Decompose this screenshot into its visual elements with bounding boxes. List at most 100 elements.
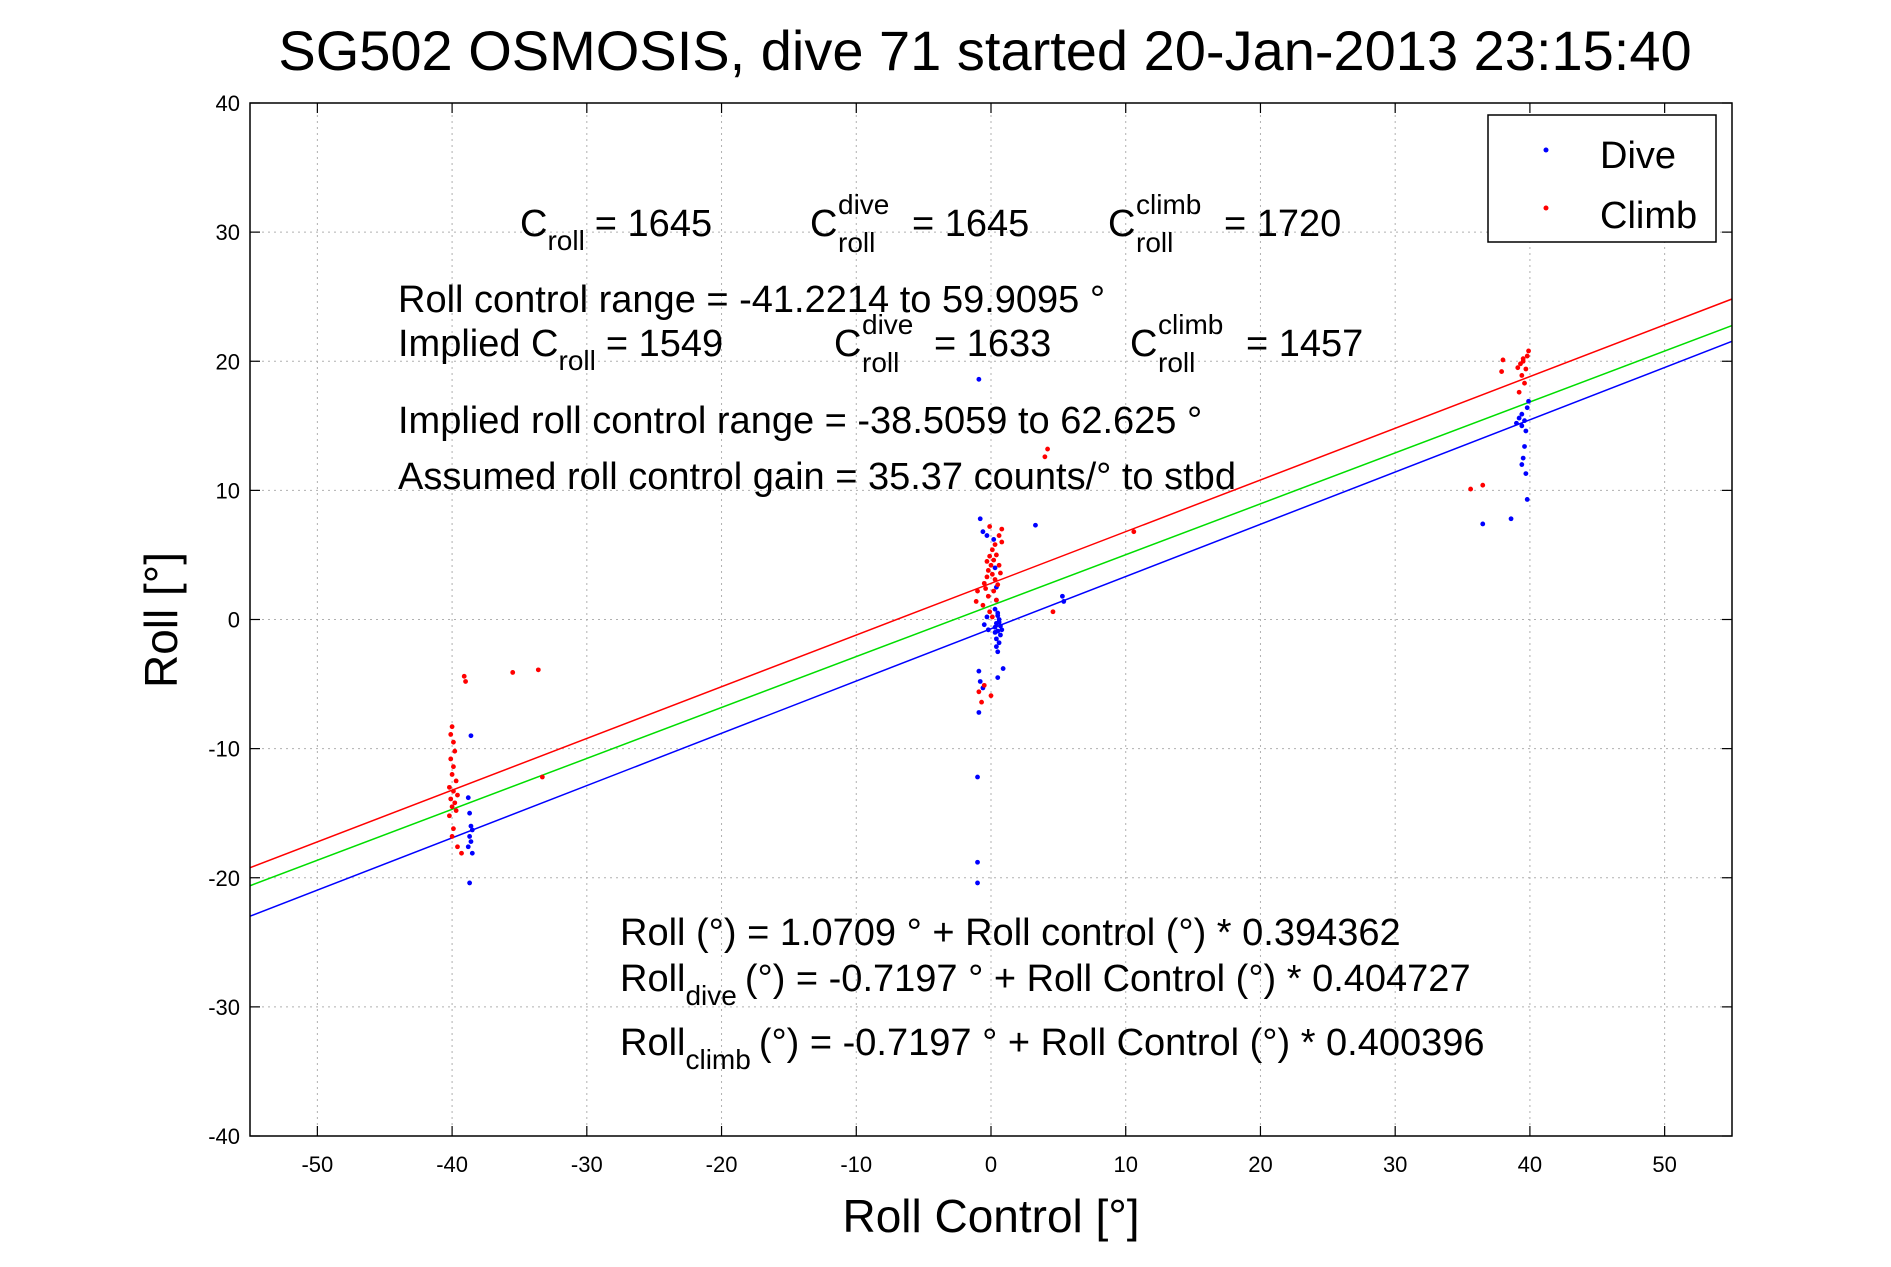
climb-point <box>996 562 1002 568</box>
dive-point <box>996 619 1002 625</box>
legend-dive-marker <box>1543 147 1549 153</box>
dive-point <box>1508 516 1514 522</box>
climb-point <box>993 552 999 558</box>
grid-lines <box>250 102 1732 1137</box>
climb-point <box>989 614 995 620</box>
axis-ticks: -50 -40 -30 -20 -10 0 10 20 30 40 50 -40 -30 -20 -10 0 1… <box>208 91 1732 1177</box>
climb-point <box>989 571 995 577</box>
dive-point <box>984 533 990 538</box>
climb-point <box>453 778 459 784</box>
c-roll-climb-sup: climb <box>1136 189 1201 220</box>
fit-line-dive <box>249 340 1733 917</box>
x-axis-label: Roll Control [°] <box>842 1190 1139 1242</box>
dive-point <box>1522 444 1527 449</box>
c-roll-climb-value: = 1720 <box>1224 203 1341 245</box>
climb-point <box>981 580 987 586</box>
climb-point <box>980 602 986 608</box>
fit-combined-text: Roll (°) = 1.0709 ° + Roll control (°) *… <box>620 912 1401 954</box>
implied-range-text: Implied roll control range = -38.5059 to… <box>398 400 1202 442</box>
implied-c-dive-label: C <box>834 323 861 365</box>
dive-point <box>1524 405 1530 411</box>
y-tick-label: 10 <box>216 478 240 503</box>
dive-point <box>469 850 475 856</box>
climb-point <box>1042 454 1048 460</box>
climb-point <box>1520 358 1526 364</box>
x-tick-label: -20 <box>706 1152 738 1177</box>
implied-c-roll-label: Implied Croll = 1549 <box>398 323 723 376</box>
climb-point <box>983 586 989 591</box>
dive-point <box>1526 398 1531 404</box>
dive-point <box>1060 593 1065 599</box>
dive-point <box>980 529 986 535</box>
dive-point <box>1519 423 1525 429</box>
dive-point <box>998 623 1003 629</box>
dive-point <box>1033 522 1038 528</box>
dive-point <box>468 733 474 739</box>
c-roll-dive-sup: dive <box>838 189 889 220</box>
dive-point <box>995 675 1001 681</box>
dive-point <box>468 823 474 829</box>
c-roll-climb-sub: roll <box>1136 227 1173 258</box>
climb-point <box>991 588 997 594</box>
assumed-gain-text: Assumed roll control gain = 35.37 counts… <box>398 456 1236 498</box>
implied-c-dive-value: = 1633 <box>934 323 1051 365</box>
dive-point <box>975 880 980 886</box>
climb-point <box>448 756 454 762</box>
dive-point <box>992 565 998 571</box>
legend-box <box>1487 114 1717 243</box>
dive-point <box>992 630 998 635</box>
dive-point <box>1523 428 1529 434</box>
implied-c-dive-sub: roll <box>862 347 899 378</box>
climb-point <box>448 796 454 802</box>
climb-point <box>1524 353 1530 359</box>
x-tick-label: -30 <box>571 1152 603 1177</box>
fit-lines <box>249 298 1733 917</box>
climb-point <box>987 609 993 615</box>
climb-point <box>992 577 998 582</box>
climb-point <box>453 808 459 814</box>
climb-point <box>988 693 994 699</box>
y-tick-label: 0 <box>228 608 240 633</box>
fit-dive-text: Rolldive (°) = -0.7197 ° + Roll Control (… <box>620 958 1471 1011</box>
dive-point <box>981 622 987 628</box>
climb-point <box>455 844 460 850</box>
climb-point <box>1523 366 1529 372</box>
climb-point <box>985 568 991 573</box>
implied-c-climb-label: C <box>1130 323 1157 365</box>
climb-point <box>975 588 980 594</box>
legend-dive-label: Dive <box>1600 135 1676 177</box>
y-tick-label: 30 <box>216 220 240 245</box>
y-tick-label: -40 <box>208 1124 240 1149</box>
climb-point <box>449 772 455 777</box>
y-tick-label: -20 <box>208 866 240 891</box>
climb-point <box>1131 529 1137 535</box>
dive-point <box>993 644 999 650</box>
c-roll-dive-value: = 1645 <box>912 203 1029 245</box>
climb-point <box>984 574 990 580</box>
climb-point <box>451 788 456 794</box>
dive-point <box>1519 411 1525 417</box>
climb-point <box>976 689 982 695</box>
climb-point <box>996 533 1002 538</box>
climb-point <box>989 547 995 553</box>
climb-point <box>535 667 541 673</box>
climb-point <box>1526 348 1531 354</box>
climb-point <box>993 597 999 603</box>
climb-point <box>995 582 1001 588</box>
implied-c-climb-sub: roll <box>1158 347 1195 378</box>
climb-point <box>446 784 452 790</box>
dive-point <box>984 614 990 620</box>
y-axis-label: Roll [°] <box>135 552 187 688</box>
dive-point <box>1516 415 1522 421</box>
climb-point <box>979 699 984 705</box>
climb-point <box>987 553 993 559</box>
climb-point <box>449 724 455 730</box>
dive-point <box>975 859 980 865</box>
climb-point <box>1045 446 1050 452</box>
dive-point <box>467 880 473 886</box>
dive-point <box>469 827 475 833</box>
climb-point <box>973 599 979 604</box>
climb-point <box>999 526 1005 532</box>
